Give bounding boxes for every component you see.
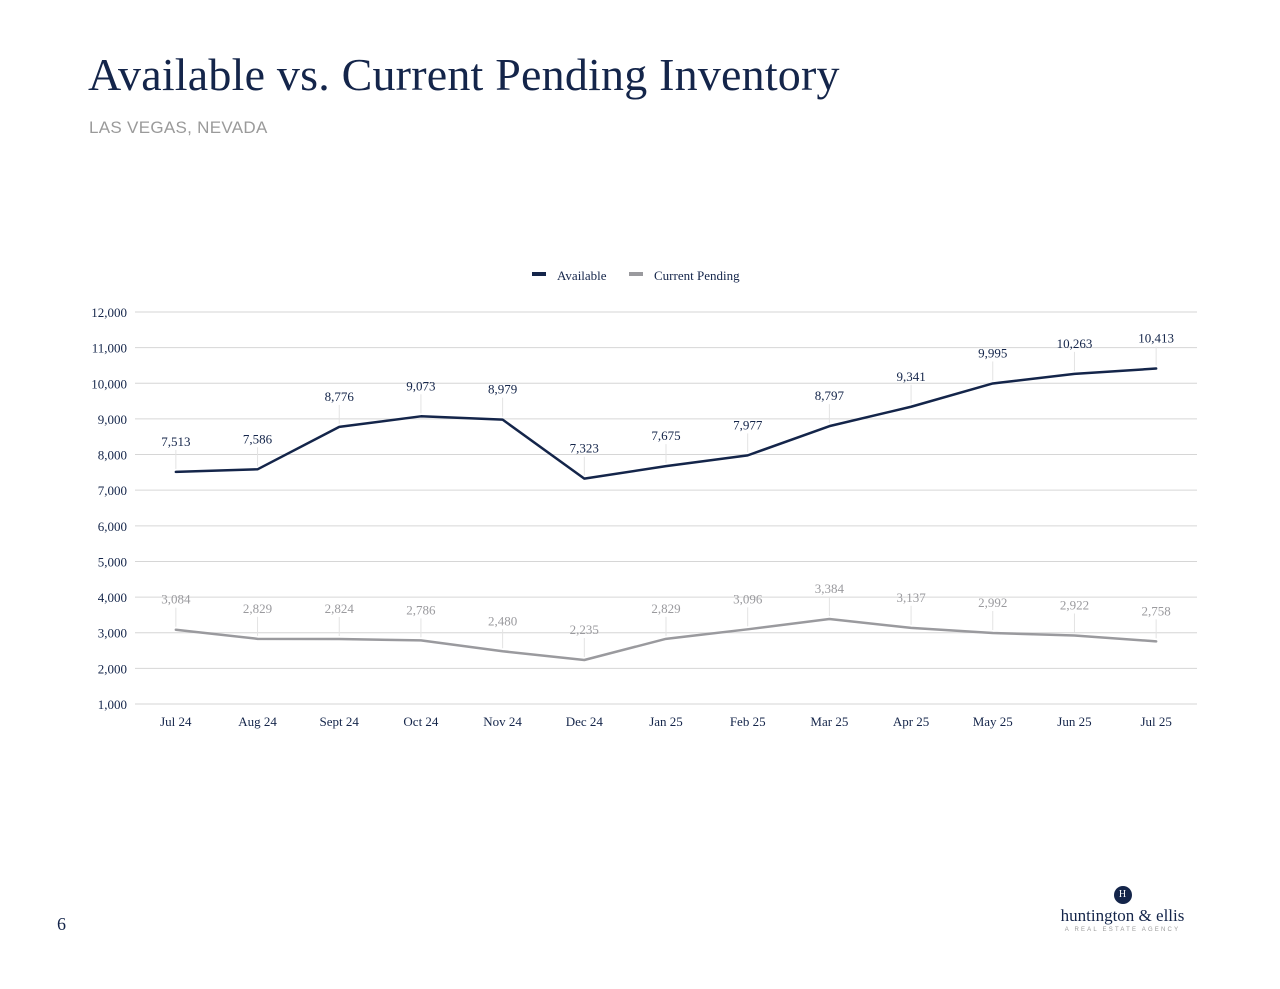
brand-logo: H huntington & ellis A REAL ESTATE AGENC… xyxy=(1050,886,1195,933)
y-tick-label: 1,000 xyxy=(98,697,127,712)
logo-name: huntington & ellis xyxy=(1060,906,1185,925)
data-label: 2,992 xyxy=(978,595,1007,610)
data-label: 7,323 xyxy=(570,441,599,456)
x-tick-label: Jun 25 xyxy=(1057,714,1091,729)
x-tick-label: Nov 24 xyxy=(483,714,522,729)
x-tick-label: May 25 xyxy=(973,714,1013,729)
x-tick-label: Mar 25 xyxy=(810,714,848,729)
data-label: 7,675 xyxy=(651,428,680,443)
x-tick-label: Apr 25 xyxy=(893,714,929,729)
data-label: 2,235 xyxy=(570,622,599,637)
y-tick-label: 9,000 xyxy=(98,412,127,427)
data-label: 2,786 xyxy=(406,602,436,617)
data-label: 8,797 xyxy=(815,388,845,403)
page-subtitle: LAS VEGAS, NEVADA xyxy=(89,118,268,137)
data-label: 9,073 xyxy=(406,378,435,393)
x-tick-label: Jan 25 xyxy=(649,714,683,729)
y-tick-label: 10,000 xyxy=(91,376,127,391)
y-tick-label: 6,000 xyxy=(98,519,127,534)
data-label: 2,829 xyxy=(651,601,680,616)
data-label: 2,922 xyxy=(1060,598,1089,613)
data-label: 2,480 xyxy=(488,613,517,628)
data-label: 2,829 xyxy=(243,601,272,616)
data-label: 9,995 xyxy=(978,345,1007,360)
logo-tagline: A REAL ESTATE AGENCY xyxy=(1064,927,1181,933)
x-tick-label: Feb 25 xyxy=(730,714,766,729)
y-tick-label: 7,000 xyxy=(98,483,127,498)
data-label: 8,979 xyxy=(488,382,517,397)
x-tick-label: Jul 24 xyxy=(160,714,192,729)
x-tick-label: Oct 24 xyxy=(403,714,439,729)
data-label: 9,341 xyxy=(896,369,925,384)
y-tick-label: 4,000 xyxy=(98,590,127,605)
data-label: 10,413 xyxy=(1138,331,1174,346)
legend-swatch xyxy=(629,272,643,276)
x-tick-label: Jul 25 xyxy=(1140,714,1171,729)
x-tick-label: Dec 24 xyxy=(566,714,604,729)
page-number: 6 xyxy=(57,914,66,934)
page-title: Available vs. Current Pending Inventory xyxy=(88,49,840,100)
data-label: 7,513 xyxy=(161,434,190,449)
legend-label: Available xyxy=(557,268,607,283)
y-tick-label: 12,000 xyxy=(91,305,127,320)
x-tick-label: Aug 24 xyxy=(238,714,277,729)
y-tick-label: 2,000 xyxy=(98,661,127,676)
data-label: 7,586 xyxy=(243,431,273,446)
data-label: 3,137 xyxy=(896,590,926,605)
data-label: 8,776 xyxy=(325,389,355,404)
data-label: 3,084 xyxy=(161,592,191,607)
data-label: 10,263 xyxy=(1057,336,1093,351)
y-tick-label: 3,000 xyxy=(98,626,127,641)
y-tick-label: 8,000 xyxy=(98,448,127,463)
data-label: 3,384 xyxy=(815,581,845,596)
data-label: 3,096 xyxy=(733,591,763,606)
legend-label: Current Pending xyxy=(654,268,740,283)
logo-mark-icon: H xyxy=(1113,886,1132,904)
data-label: 7,977 xyxy=(733,417,763,432)
x-tick-label: Sept 24 xyxy=(320,714,360,729)
y-tick-label: 11,000 xyxy=(92,341,127,356)
data-label: 2,824 xyxy=(325,601,355,616)
y-tick-label: 5,000 xyxy=(98,554,127,569)
legend-swatch xyxy=(532,272,546,276)
data-label: 2,758 xyxy=(1142,603,1171,618)
